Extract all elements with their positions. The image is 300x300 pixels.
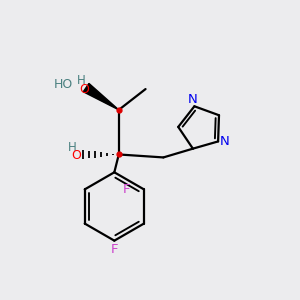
Text: O: O <box>80 82 89 96</box>
Text: F: F <box>111 243 118 256</box>
Text: N: N <box>188 93 198 106</box>
Text: F: F <box>123 183 130 196</box>
Text: HO: HO <box>53 78 73 91</box>
Text: H: H <box>77 74 86 87</box>
Text: N: N <box>220 135 230 148</box>
Text: H: H <box>68 140 77 154</box>
Text: O: O <box>71 149 81 162</box>
Polygon shape <box>83 83 119 110</box>
